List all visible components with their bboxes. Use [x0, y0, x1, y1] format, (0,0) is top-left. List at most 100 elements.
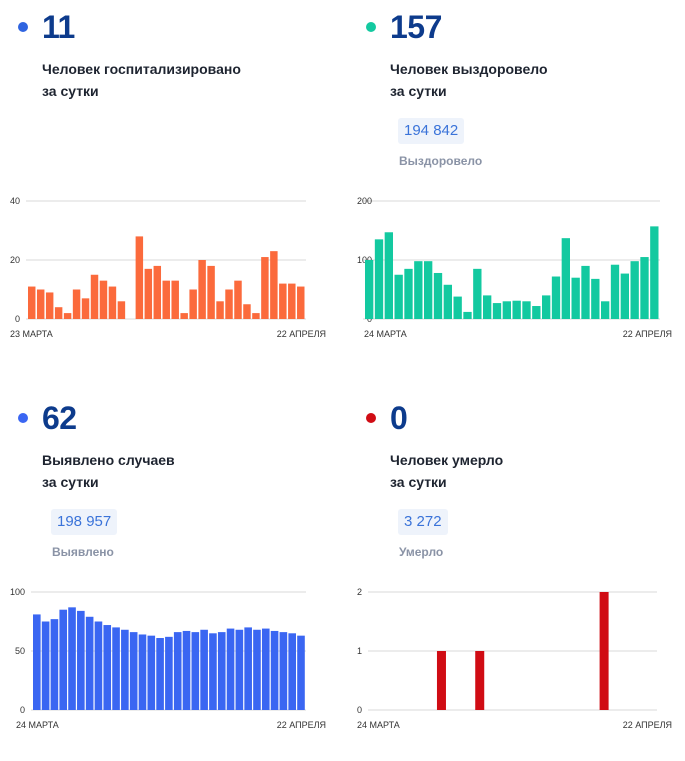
bar: [297, 286, 305, 319]
total-label: Выявлено: [52, 545, 114, 559]
bar: [41, 621, 50, 710]
bar: [216, 301, 224, 319]
bar: [288, 283, 296, 319]
daily-value: 62: [42, 400, 77, 436]
bar: [384, 232, 393, 319]
bar: [502, 301, 511, 319]
bar: [108, 286, 117, 319]
bar: [235, 629, 244, 710]
y-tick-label: 100: [10, 587, 25, 597]
y-tick-label: 2: [357, 587, 362, 597]
bar: [270, 251, 278, 319]
bar: [640, 257, 649, 319]
bar: [54, 307, 63, 319]
daily-label-line1: Человек госпитализировано: [42, 61, 241, 77]
panel-recovered: 157 Человек выздоровело за сутки 194 842…: [342, 0, 684, 369]
bar: [261, 257, 269, 319]
bar: [288, 633, 296, 710]
bar: [591, 278, 600, 319]
bar: [620, 273, 629, 319]
y-tick-label: 20: [10, 255, 20, 265]
bar: [492, 303, 502, 319]
daily-label-line1: Человек выздоровело: [390, 61, 548, 77]
bar: [135, 236, 144, 319]
daily-label-line2: за сутки: [390, 83, 447, 99]
daily-value: 0: [390, 400, 408, 436]
bar: [443, 284, 452, 319]
bar: [63, 313, 72, 319]
y-tick-label: 50: [15, 646, 25, 656]
x-end-label: 22 АПРЕЛЯ: [623, 720, 672, 730]
series-dot: [366, 413, 376, 423]
bar: [173, 632, 182, 710]
bar: [279, 283, 287, 319]
x-start-label: 24 МАРТА: [357, 720, 400, 730]
bar: [599, 592, 609, 710]
x-start-label: 24 МАРТА: [364, 329, 407, 339]
bar: [532, 306, 541, 319]
deaths-chart: 0 1 2 24 МАРТА 22 АПРЕЛЯ: [357, 587, 672, 730]
bar: [180, 313, 188, 319]
total-value: 198 957: [51, 509, 118, 535]
bar: [28, 286, 36, 319]
bar: [59, 609, 68, 710]
hospitalized-chart: 0 20 40 23 МАРТА 22 АПРЕЛЯ: [10, 196, 326, 339]
bar: [117, 301, 126, 319]
bar: [463, 311, 472, 319]
bar: [68, 607, 76, 710]
bar: [475, 651, 485, 710]
bar: [153, 265, 162, 319]
panel-detected: 62 Выявлено случаев за сутки 198 957 Выя…: [0, 392, 342, 761]
bar: [85, 616, 94, 710]
bar: [243, 304, 251, 319]
bar: [156, 638, 164, 710]
bar: [433, 272, 443, 319]
bar: [112, 627, 120, 710]
daily-value: 11: [42, 9, 75, 45]
total-label: Умерло: [399, 545, 444, 559]
bar: [404, 268, 413, 319]
bar: [191, 632, 200, 710]
bar: [162, 280, 170, 319]
bar: [261, 628, 270, 710]
y-tick-label: 200: [357, 196, 372, 206]
panel-hospitalized: 11 Человек госпитализировано за сутки 0 2…: [0, 0, 342, 369]
bar: [103, 625, 112, 710]
total-value: 194 842: [398, 118, 465, 144]
bar: [234, 280, 242, 319]
bar: [171, 280, 179, 319]
total-value: 3 272: [398, 509, 448, 535]
daily-label-line2: за сутки: [42, 83, 99, 99]
bar: [374, 239, 384, 319]
x-end-label: 22 АПРЕЛЯ: [623, 329, 672, 339]
bar: [138, 634, 147, 710]
bar: [165, 636, 173, 710]
daily-label-line1: Человек умерло: [390, 452, 504, 468]
bar: [90, 274, 99, 319]
bar: [365, 260, 374, 319]
bar: [581, 265, 590, 319]
bar: [610, 264, 620, 319]
bar: [414, 261, 423, 319]
bar: [453, 296, 462, 319]
bar: [81, 298, 90, 319]
bar: [45, 292, 54, 319]
bar: [542, 295, 551, 319]
x-end-label: 22 АПРЕЛЯ: [277, 329, 326, 339]
bar: [483, 295, 492, 319]
daily-label-line2: за сутки: [390, 474, 447, 490]
series-dot: [18, 22, 28, 32]
bar: [72, 289, 81, 319]
bar: [99, 280, 108, 319]
y-tick-label: 1: [357, 646, 362, 656]
bar: [650, 226, 659, 319]
y-tick-label: 0: [357, 705, 362, 715]
bar: [436, 651, 446, 710]
bar: [207, 265, 215, 319]
bar: [561, 238, 570, 319]
bar: [253, 629, 261, 710]
bar: [121, 629, 129, 710]
bar: [522, 301, 531, 319]
bar: [209, 633, 217, 710]
